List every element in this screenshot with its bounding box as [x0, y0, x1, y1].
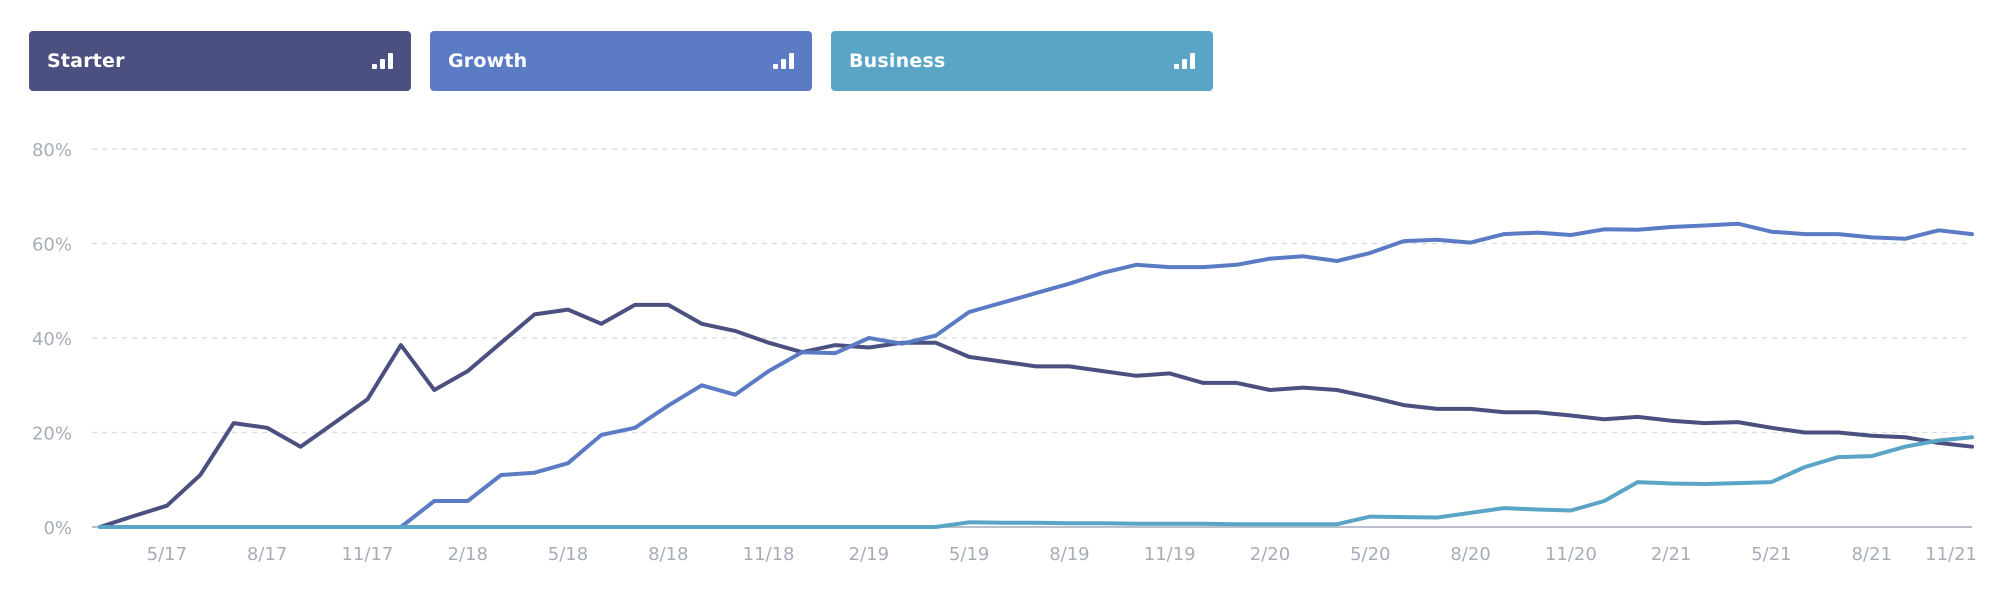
x-tick-label: 11/21	[1925, 544, 1977, 565]
x-tick-label: 11/18	[743, 544, 795, 565]
x-tick-label: 8/19	[1049, 544, 1089, 565]
y-tick-label: 60%	[32, 235, 72, 256]
legend-button-growth[interactable]: Growth	[430, 31, 812, 91]
y-tick-label: 20%	[32, 424, 72, 445]
y-tick-label: 0%	[43, 518, 72, 539]
bar-chart-icon	[372, 53, 393, 69]
x-tick-label: 8/17	[247, 544, 287, 565]
series-line-business	[98, 435, 1974, 529]
y-tick-label: 40%	[32, 329, 72, 350]
x-tick-label: 8/21	[1852, 544, 1892, 565]
x-tick-label: 5/17	[147, 544, 187, 565]
legend-button-business[interactable]: Business	[831, 31, 1213, 91]
x-tick-label: 2/21	[1651, 544, 1691, 565]
x-tick-label: 5/19	[949, 544, 989, 565]
legend: Starter Growth Business	[29, 31, 1213, 91]
x-tick-label: 5/20	[1350, 544, 1390, 565]
x-tick-label: 5/18	[548, 544, 588, 565]
x-tick-label: 8/18	[648, 544, 688, 565]
x-tick-label: 8/20	[1450, 544, 1490, 565]
bar-chart-icon	[773, 53, 794, 69]
legend-label: Business	[849, 50, 946, 72]
y-tick-label: 80%	[32, 140, 72, 161]
legend-label: Growth	[448, 50, 528, 72]
x-tick-label: 11/19	[1144, 544, 1196, 565]
x-tick-label: 11/17	[341, 544, 393, 565]
x-tick-label: 5/21	[1751, 544, 1791, 565]
bar-chart-icon	[1174, 53, 1195, 69]
x-tick-label: 11/20	[1545, 544, 1597, 565]
series-line-starter	[98, 302, 1974, 529]
x-tick-label: 2/20	[1250, 544, 1290, 565]
x-tick-label: 2/19	[849, 544, 889, 565]
series-line-growth	[98, 221, 1974, 529]
x-tick-label: 2/18	[448, 544, 488, 565]
legend-button-starter[interactable]: Starter	[29, 31, 411, 91]
legend-label: Starter	[47, 50, 125, 72]
